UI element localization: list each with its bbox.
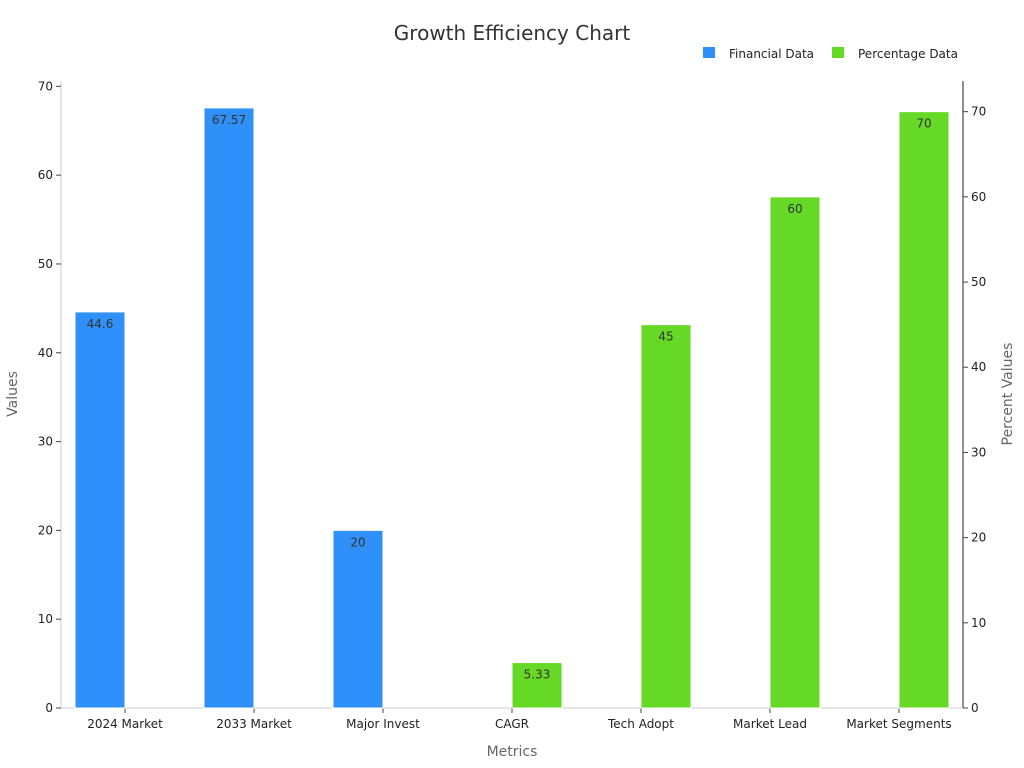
bar-value-label: 5.33 [524,668,551,682]
x-tick-label: 2024 Market [87,717,163,731]
bar-value-label: 70 [916,117,931,131]
bar-value-label: 20 [350,535,365,549]
y-tick-label: 40 [38,346,53,360]
legend: Financial Data Percentage Data [703,47,958,61]
legend-swatch [832,47,844,58]
y2-tick-label: 50 [971,275,986,289]
y2-axis-title: Percent Values [1000,343,1016,446]
y2-tick-label: 70 [971,105,986,119]
y2-tick-label: 30 [971,445,986,459]
x-axis-title: Metrics [487,744,538,760]
bar-value-label: 60 [787,202,802,216]
legend-label: Financial Data [729,47,814,61]
y-tick-label: 30 [38,435,53,449]
axes: 0 10 20 30 40 50 60 70 0 10 20 30 40 50 60 70 2024 Marke… [38,79,987,731]
x-tick-label: CAGR [495,717,529,731]
y-tick-label: 60 [38,168,53,182]
legend-label: Percentage Data [858,47,958,61]
y-tick-label: 70 [38,79,53,93]
y2-tick-label: 0 [971,701,979,715]
y2-tick-label: 40 [971,360,986,374]
bar-value-label: 45 [658,330,673,344]
x-tick-label: 2033 Market [216,717,292,731]
bar-percentage-data[interactable] [640,324,692,709]
bar-financial-data[interactable] [332,529,384,709]
y2-tick-label: 60 [971,190,986,204]
bar-percentage-data[interactable] [511,662,563,709]
x-tick-label: Market Segments [846,717,951,731]
x-tick-label: Market Lead [733,717,807,731]
bar-percentage-data[interactable] [769,196,821,709]
y-tick-label: 0 [45,701,53,715]
y2-tick-label: 20 [971,531,986,545]
bar-value-label: 67.57 [212,113,246,127]
bars [74,107,950,709]
x-tick-label: Tech Adopt [607,717,674,731]
bar-value-label: 44.6 [87,317,114,331]
chart-title: Growth Efficiency Chart [394,21,631,45]
bar-financial-data[interactable] [203,107,255,709]
x-tick-label: Major Invest [346,717,420,731]
bar-financial-data[interactable] [74,311,126,709]
y-tick-label: 50 [38,257,53,271]
data-labels: 44.6 67.57 20 5.33 45 60 70 [87,113,932,682]
y2-tick-label: 10 [971,616,986,630]
y-tick-label: 10 [38,612,53,626]
y-axis-title: Values [5,371,21,417]
legend-swatch [703,47,715,58]
bar-percentage-data[interactable] [898,111,950,709]
y-tick-label: 20 [38,523,53,537]
